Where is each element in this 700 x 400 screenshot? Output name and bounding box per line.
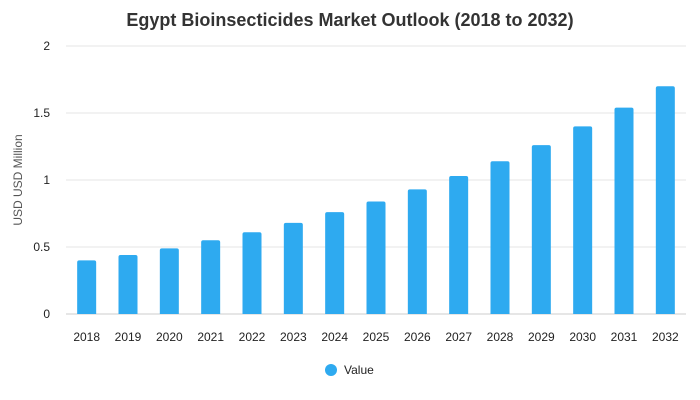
y-tick-label: 0 bbox=[43, 307, 50, 321]
y-tick-label: 1 bbox=[43, 173, 50, 187]
x-tick-label: 2027 bbox=[445, 330, 472, 344]
bar-2027 bbox=[449, 175, 469, 314]
x-tick-label: 2019 bbox=[115, 330, 142, 344]
bar-2024 bbox=[325, 212, 345, 314]
y-tick-label: 2 bbox=[43, 39, 50, 53]
y-axis-ticks: 0 0.5 1 1.5 2 bbox=[33, 39, 50, 321]
legend-label-value: Value bbox=[344, 363, 374, 377]
x-tick-label: 2022 bbox=[239, 330, 266, 344]
bar-2019 bbox=[118, 255, 138, 314]
x-tick-label: 2025 bbox=[363, 330, 390, 344]
bar-2026 bbox=[407, 189, 427, 314]
x-tick-label: 2024 bbox=[321, 330, 348, 344]
bar-2025 bbox=[366, 201, 386, 314]
y-axis-label: USD USD Million bbox=[11, 134, 25, 225]
x-tick-label: 2026 bbox=[404, 330, 431, 344]
bar-2032 bbox=[655, 86, 675, 314]
bar-2023 bbox=[283, 222, 303, 314]
y-tick-label: 0.5 bbox=[33, 240, 50, 254]
y-tick-label: 1.5 bbox=[33, 106, 50, 120]
bar-2021 bbox=[201, 240, 221, 314]
bar-2028 bbox=[490, 161, 510, 314]
x-tick-label: 2023 bbox=[280, 330, 307, 344]
bar-2018 bbox=[77, 260, 97, 314]
x-axis-ticks: 2018 2019 2020 2021 2022 2023 2024 2025 2026 2027… bbox=[73, 330, 679, 344]
x-tick-label: 2029 bbox=[528, 330, 555, 344]
x-tick-label: 2020 bbox=[156, 330, 183, 344]
bar-2030 bbox=[573, 126, 593, 315]
x-tick-label: 2018 bbox=[73, 330, 100, 344]
bar-2031 bbox=[614, 107, 634, 314]
x-tick-label: 2032 bbox=[652, 330, 679, 344]
x-tick-label: 2028 bbox=[487, 330, 514, 344]
bar-2022 bbox=[242, 232, 262, 314]
x-tick-label: 2021 bbox=[197, 330, 224, 344]
bar-series bbox=[77, 86, 675, 315]
x-tick-label: 2031 bbox=[611, 330, 638, 344]
legend-swatch-value bbox=[325, 364, 337, 376]
bar-2029 bbox=[531, 145, 551, 314]
x-tick-label: 2030 bbox=[569, 330, 596, 344]
chart-title: Egypt Bioinsecticides Market Outlook (20… bbox=[126, 10, 573, 30]
legend: Value bbox=[325, 363, 374, 377]
bar-2020 bbox=[159, 248, 179, 314]
